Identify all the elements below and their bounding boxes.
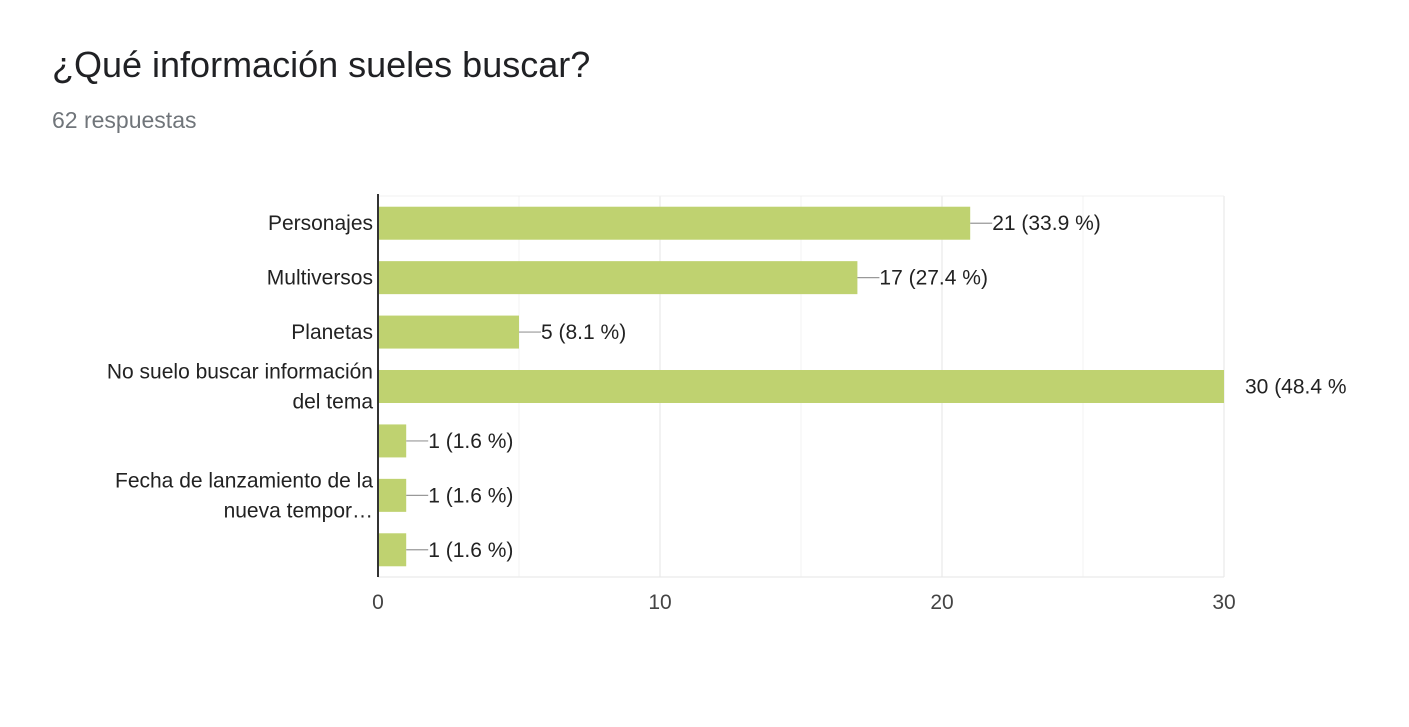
x-tick-label: 20 [930, 591, 953, 614]
bar [378, 533, 407, 567]
category-label: del tema [292, 391, 373, 414]
bar [378, 261, 858, 295]
response-count: 62 respuestas [52, 107, 197, 133]
bar [378, 315, 519, 349]
x-tick-label: 10 [648, 591, 671, 614]
x-tick-label: 0 [372, 591, 384, 614]
category-label: Planetas [291, 321, 373, 344]
data-label: 5 (8.1 %) [541, 321, 626, 344]
data-label: 1 (1.6 %) [428, 484, 513, 507]
category-label: Fecha de lanzamiento de la [115, 469, 373, 492]
category-label: nueva tempor… [224, 499, 373, 522]
data-label: 17 (27.4 %) [879, 267, 988, 290]
data-label: 21 (33.9 %) [992, 212, 1101, 235]
category-label: Multiversos [267, 267, 373, 290]
x-tick-label: 30 [1212, 591, 1235, 614]
bar [378, 370, 1224, 403]
bar [378, 206, 971, 240]
data-label: 1 (1.6 %) [428, 430, 513, 453]
bar [378, 478, 407, 512]
data-label: 1 (1.6 %) [428, 539, 513, 562]
bar [378, 424, 407, 458]
category-label: Personajes [268, 212, 373, 235]
data-label: 30 (48.4 % [1245, 376, 1347, 399]
chart-title: ¿Qué información sueles buscar? [52, 44, 591, 85]
category-label: No suelo buscar información [107, 361, 373, 384]
